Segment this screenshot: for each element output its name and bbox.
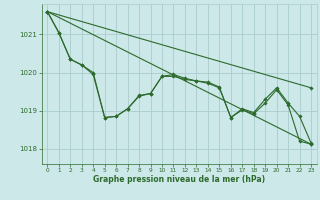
X-axis label: Graphe pression niveau de la mer (hPa): Graphe pression niveau de la mer (hPa): [93, 175, 265, 184]
